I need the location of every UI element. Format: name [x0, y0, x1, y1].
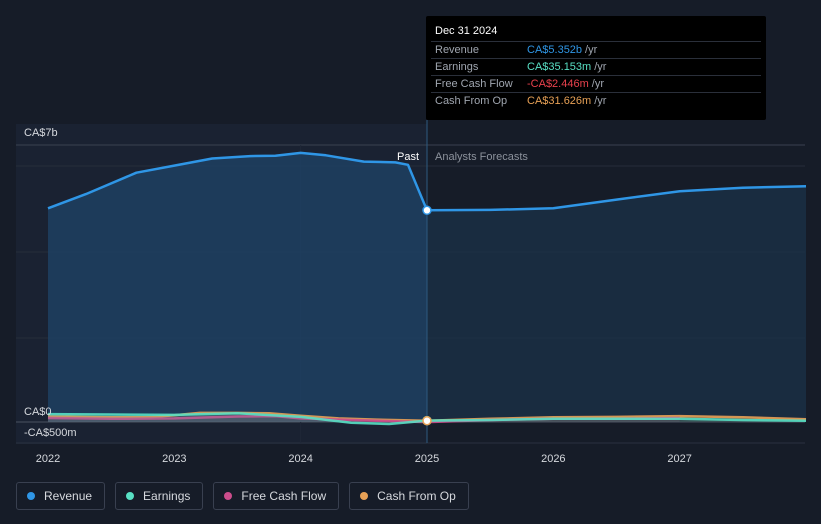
past-label: Past: [397, 151, 419, 163]
x-tick-label: 2022: [36, 453, 60, 465]
x-tick-label: 2026: [541, 453, 565, 465]
legend-label: Free Cash Flow: [241, 489, 327, 503]
forecast-label: Analysts Forecasts: [435, 151, 528, 163]
tooltip-date: Dec 31 2024: [435, 25, 498, 37]
tooltip-row-revenue: Revenue CA$5.352b/yr: [431, 41, 761, 59]
legend-label: Revenue: [44, 489, 93, 503]
revenue-area-past: [48, 152, 427, 422]
y-axis-label-zero: CA$0: [24, 406, 52, 418]
tooltip-label: Free Cash Flow: [435, 78, 513, 90]
tooltip-row-earnings: Earnings CA$35.153m/yr: [431, 58, 761, 76]
highlight-point-cash-from-op: [422, 415, 432, 426]
revenue-area-forecast: [427, 186, 806, 422]
tooltip: Dec 31 2024 Revenue CA$5.352b/yr Earning…: [426, 16, 766, 120]
tooltip-label: Earnings: [435, 61, 479, 73]
legend-item-earnings[interactable]: Earnings: [115, 482, 204, 510]
tooltip-value: -CA$2.446m/yr: [527, 78, 604, 90]
y-axis-label-bottom: -CA$500m: [24, 427, 77, 439]
legend-dot-icon: [27, 492, 35, 500]
legend-label: Earnings: [143, 489, 191, 503]
tooltip-row-cash-from-op: Cash From Op CA$31.626m/yr: [431, 92, 761, 110]
series-line-revenue: [47, 151, 807, 212]
x-tick-label: 2024: [288, 453, 312, 465]
tooltip-label: Cash From Op: [435, 95, 508, 107]
tooltip-value: CA$31.626m/yr: [527, 95, 607, 107]
tooltip-row-free-cash-flow: Free Cash Flow -CA$2.446m/yr: [431, 75, 761, 93]
series-line-earnings: [47, 412, 807, 426]
x-tick-label: 2023: [162, 453, 186, 465]
legend-item-free-cash-flow[interactable]: Free Cash Flow: [213, 482, 340, 510]
legend-item-revenue[interactable]: Revenue: [16, 482, 106, 510]
highlight-point-revenue: [422, 205, 432, 216]
legend-item-cash-from-op[interactable]: Cash From Op: [349, 482, 469, 510]
x-tick-label: 2027: [667, 453, 691, 465]
tooltip-label: Revenue: [435, 44, 480, 56]
legend-dot-icon: [224, 492, 233, 500]
legend-dot-icon: [126, 492, 135, 500]
series-area-earnings: [48, 413, 806, 424]
y-axis-label-top: CA$7b: [24, 127, 58, 139]
x-tick-label: 2025: [415, 453, 439, 465]
tooltip-value: CA$35.153m/yr: [527, 61, 607, 73]
legend-dot-icon: [360, 492, 369, 500]
legend-label: Cash From Op: [377, 489, 456, 503]
legend: Revenue Earnings Free Cash Flow Cash Fro…: [16, 482, 469, 512]
tooltip-value: CA$5.352b/yr: [527, 44, 598, 56]
